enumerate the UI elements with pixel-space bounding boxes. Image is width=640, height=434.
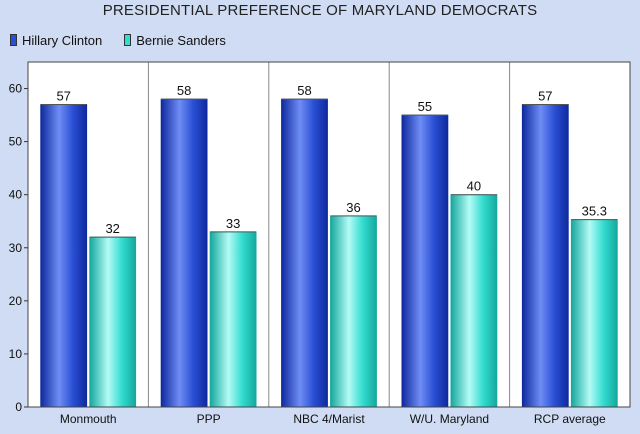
bar-clinton (281, 98, 328, 408)
bar-sanders (209, 231, 257, 408)
data-label-bg (463, 178, 485, 194)
data-label-sanders: 35.3 (582, 204, 607, 219)
chart-title: PRESIDENTIAL PREFERENCE OF MARYLAND DEMO… (102, 2, 538, 19)
data-label-bg (343, 199, 364, 215)
x-tick-label: NBC 4/Marist (293, 412, 365, 426)
x-tick-label: W/U. Maryland (410, 412, 489, 426)
y-tick-label: 60 (9, 82, 23, 96)
x-tick-label: Monmouth (60, 412, 117, 426)
legend-swatch-clinton (10, 34, 17, 46)
bar-clinton (401, 114, 449, 408)
x-tick-label: RCP average (534, 412, 606, 426)
y-tick-label: 50 (9, 135, 23, 149)
data-label-bg (576, 203, 613, 219)
data-label-clinton: 58 (297, 83, 311, 98)
bar-sanders (330, 215, 377, 408)
y-tick-label: 0 (15, 400, 22, 414)
legend-label-sanders: Bernie Sanders (136, 32, 226, 48)
legend-item-clinton: Hillary Clinton (10, 33, 102, 48)
data-label-sanders: 40 (467, 179, 481, 194)
bar-sanders (570, 219, 618, 408)
legend-item-sanders: Bernie Sanders (124, 33, 226, 48)
data-label-clinton: 58 (177, 83, 191, 98)
x-tick-label: PPP (197, 412, 221, 426)
data-label-clinton: 57 (538, 88, 552, 103)
data-label-bg (534, 88, 556, 104)
y-tick-label: 20 (9, 294, 23, 308)
y-tick-label: 40 (9, 188, 23, 202)
bar-clinton (160, 98, 208, 408)
data-label-bg (53, 88, 75, 104)
bar-clinton (40, 104, 88, 408)
data-label-clinton: 55 (418, 99, 432, 114)
data-label-bg (414, 99, 436, 115)
data-label-clinton: 57 (56, 88, 70, 103)
data-label-sanders: 36 (346, 200, 360, 215)
legend-label-clinton: Hillary Clinton (22, 32, 103, 48)
data-label-bg (222, 215, 244, 231)
data-label-bg (294, 83, 315, 99)
bar-sanders (89, 236, 137, 408)
y-tick-label: 10 (9, 347, 23, 361)
bar-sanders (450, 194, 498, 408)
legend: Hillary Clinton Bernie Sanders (10, 31, 248, 49)
legend-swatch-sanders (124, 34, 132, 46)
y-tick-label: 30 (9, 241, 23, 255)
plot-border (27, 61, 631, 408)
data-label-bg (173, 83, 195, 99)
bar-clinton (521, 104, 569, 408)
data-label-sanders: 33 (226, 216, 240, 231)
data-label-bg (102, 221, 124, 237)
data-label-sanders: 32 (105, 221, 119, 236)
